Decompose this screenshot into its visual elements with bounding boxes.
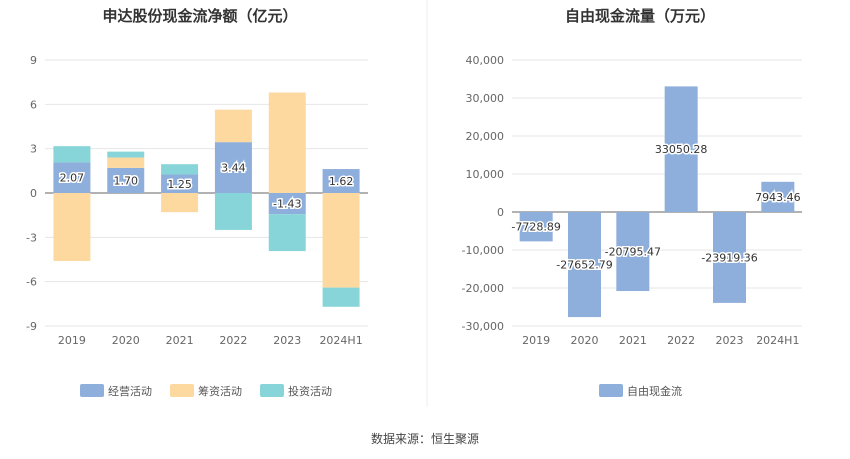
chart1-data-label: 1.70 [114,174,139,187]
chart1-y-tick: 3 [30,143,37,156]
chart1-y-tick: -9 [26,320,37,333]
chart1-bars [53,92,360,307]
chart1-x-tick: 2021 [166,334,194,347]
chart2-bars [519,86,795,318]
chart1-legend-swatch [80,384,104,397]
chart1-bar-financing [268,92,306,193]
chart2-legend: 自由现金流 [599,384,682,398]
chart1-bar-financing [214,109,252,143]
chart2-y-tick: -10,000 [462,244,504,257]
chart1-legend-swatch [170,384,194,397]
chart1-tick-labels: 9 6 3 0 -3 -6 -9 2019 2020 2021 2022 2023 2024H1 [26,54,363,347]
source-label: 数据来源：恒生聚源 [371,431,479,446]
chart2-bar-fcf [519,212,553,242]
chart2-x-tick: 2021 [619,334,647,347]
chart2-y-tick: 40,000 [466,54,505,67]
chart2-legend-swatch [599,384,623,397]
chart1-bar-operating [322,169,360,193]
chart1-bar-operating [53,162,91,193]
chart1-legend-label: 经营活动 [108,384,152,398]
chart1-bar-operating [268,193,306,215]
chart1-bar-financing [107,157,145,168]
chart1-data-label: 3.44 [221,162,246,175]
free-cashflow-chart: 自由现金流量（万元） -7728.89 -27652.79-20795.47 330… [462,7,803,398]
chart1-bar-operating [214,142,252,193]
chart2-data-label: -20795.47 [605,246,661,259]
chart1-data-label: 1.62 [329,175,354,188]
chart2-data-label: -23919.36 [701,251,757,264]
chart1-x-tick: 2023 [273,334,301,347]
chart2-data-label: 33050.28 [655,143,708,156]
chart1-legend: 经营活动 筹资活动 投资活动 [80,384,332,398]
chart2-y-tick: 30,000 [466,92,505,105]
chart1-y-tick: 9 [30,54,37,67]
chart2-bar-fcf [664,86,698,212]
chart2-data-labels: -7728.89 -27652.79-20795.47 33050.28 -23919… [510,142,802,273]
chart1-data-label: 2.07 [60,172,85,185]
chart2-data-label: 7943.46 [755,191,801,204]
chart1-bar-investing [322,287,360,307]
chart1-x-tick: 2022 [219,334,247,347]
chart1-bar-financing [53,193,91,261]
chart1-bar-investing [53,146,91,163]
chart1-legend-label: 投资活动 [288,384,332,398]
chart2-x-tick: 2020 [571,334,599,347]
chart2-grid [512,59,802,327]
chart1-legend-swatch [260,384,284,397]
chart1-y-tick: 6 [30,98,37,111]
chart2-title: 自由现金流量（万元） [565,7,715,25]
chart2-data-label: -27652.79 [556,259,612,272]
chart2-y-tick: -20,000 [462,282,504,295]
chart1-y-tick: 0 [30,187,37,200]
chart1-bar-investing [214,193,252,230]
chart1-data-labels: 2.07 1.70 1.25 3.44 -1.43 1.62 [58,160,355,212]
cashflow-net-chart: 申达股份现金流净额（亿元） 2.07 1.70 1.253.44-1.431.62 … [26,7,368,398]
chart2-y-tick: 10,000 [466,168,505,181]
chart2-y-tick: 0 [497,206,504,219]
chart2-y-tick: 20,000 [466,130,505,143]
chart1-y-tick: -3 [26,231,37,244]
chart1-bar-financing [322,193,360,288]
chart2-tick-labels: 40,00030,00020,00010,0000-10,000-20,000-… [462,54,800,347]
chart2-x-tick: 2022 [667,334,695,347]
chart1-bar-financing [161,193,199,213]
chart2-x-tick: 2019 [522,334,550,347]
chart1-y-tick: -6 [26,276,37,289]
chart1-grid [45,59,368,327]
chart2-bar-fcf [713,212,746,303]
chart1-legend-label: 筹资活动 [198,384,242,398]
chart1-title: 申达股份现金流净额（亿元） [102,7,297,25]
chart2-x-tick: 2023 [716,334,744,347]
chart2-bar-fcf [616,212,650,292]
chart2-y-tick: -30,000 [462,320,504,333]
chart1-x-tick: 2024H1 [319,334,362,347]
chart2-x-tick: 2024H1 [756,334,799,347]
chart1-data-label: -1.43 [273,198,301,211]
chart1-bar-investing [161,164,199,175]
chart2-legend-label: 自由现金流 [627,384,682,398]
chart1-bar-investing [268,214,306,252]
chart1-bar-operating [161,174,199,193]
chart1-bar-investing [107,151,145,158]
chart2-data-label: -7728.89 [511,221,560,234]
chart1-x-tick: 2020 [112,334,140,347]
chart1-bar-operating [107,167,145,193]
chart2-bar-fcf [761,181,795,212]
chart2-bar-fcf [568,212,601,318]
chart1-x-tick: 2019 [58,334,86,347]
chart1-data-label: 1.25 [167,178,192,191]
